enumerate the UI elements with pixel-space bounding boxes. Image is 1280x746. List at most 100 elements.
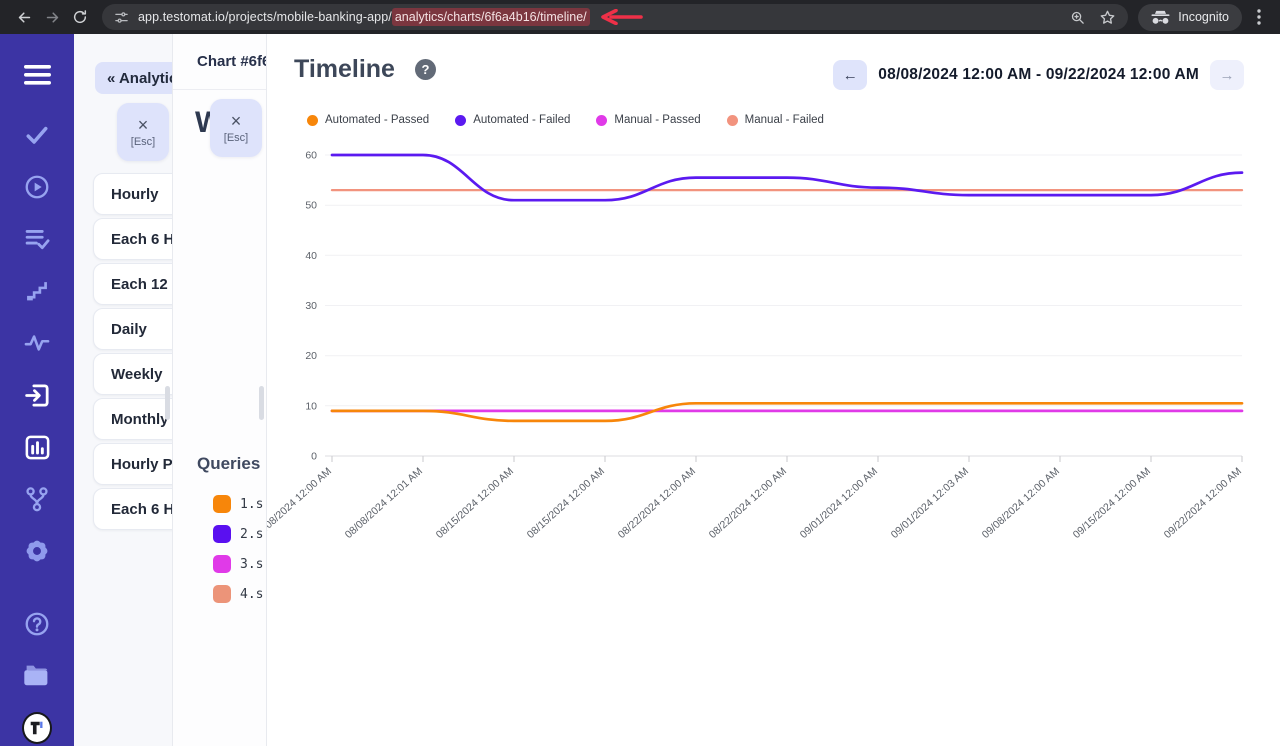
incognito-badge: Incognito xyxy=(1138,3,1242,31)
chart-drawer: Chart #6f6a4b16 W × [Esc] Queries 1.s2.s… xyxy=(173,34,267,746)
url-highlight: analytics/charts/6f6a4b16/timeline/ xyxy=(391,8,590,26)
y-tick-label: 40 xyxy=(305,250,317,262)
annotation-arrow-icon xyxy=(599,9,643,25)
analytics-period-item[interactable]: Weekly xyxy=(93,353,172,395)
legend-dot xyxy=(307,114,318,126)
query-color-swatch xyxy=(213,525,231,543)
y-tick-label: 30 xyxy=(305,300,317,312)
menu-hamburger-icon[interactable] xyxy=(22,60,52,90)
tests-check-icon[interactable] xyxy=(22,120,52,150)
analytics-period-item[interactable]: Each 6 H xyxy=(93,218,172,260)
x-tick-label: 09/01/2024 12:03 AM xyxy=(889,465,971,541)
settings-gear-icon[interactable] xyxy=(22,536,52,566)
next-range-button[interactable]: → xyxy=(1210,60,1244,90)
query-label: 2.s xyxy=(240,526,264,542)
query-label: 3.s xyxy=(240,556,264,572)
x-tick-label: 08/15/2024 12:00 AM xyxy=(434,465,516,541)
bookmark-star-icon[interactable] xyxy=(1099,9,1116,26)
incognito-label: Incognito xyxy=(1178,10,1229,24)
chart-drawer-scrollbar[interactable] xyxy=(259,386,264,420)
test-plans-list-icon[interactable] xyxy=(22,224,52,254)
prev-range-button[interactable]: ← xyxy=(833,60,868,90)
close-icon: × xyxy=(230,110,242,131)
query-item[interactable]: 3.s xyxy=(213,549,266,579)
query-label: 4.s xyxy=(240,586,264,602)
browser-toolbar: app.testomat.io/projects/mobile-banking-… xyxy=(0,0,1280,34)
analytics-period-item[interactable]: Each 6 H xyxy=(93,488,172,530)
help-icon[interactable] xyxy=(22,609,52,639)
legend-dot xyxy=(455,114,467,126)
x-tick-label: 08/22/2024 12:00 AM xyxy=(707,465,789,541)
legend-label: Manual - Failed xyxy=(744,114,824,126)
series-line[interactable] xyxy=(330,153,1244,202)
analytics-drawer-scrollbar[interactable] xyxy=(165,386,170,420)
pull-requests-login-icon[interactable] xyxy=(22,380,52,410)
query-item[interactable]: 1.s xyxy=(213,489,266,519)
analytics-back-button[interactable]: « Analytics xyxy=(95,62,172,94)
y-tick-label: 20 xyxy=(305,350,317,362)
query-color-swatch xyxy=(213,585,231,603)
chart-legend: Automated - Passed Automated - Failed Manu… xyxy=(307,114,824,126)
x-tick-label: 08/22/2024 12:00 AM xyxy=(616,465,698,541)
browser-menu-icon[interactable] xyxy=(1248,4,1270,30)
query-item[interactable]: 2.s xyxy=(213,519,266,549)
url-plain-text: app.testomat.io/projects/mobile-banking-… xyxy=(138,10,392,24)
x-tick-label: 09/15/2024 12:00 AM xyxy=(1071,465,1153,541)
x-tick-label: 08/08/2024 12:01 AM xyxy=(343,465,425,541)
activity-pulse-icon[interactable] xyxy=(22,328,52,358)
analytics-bar-chart-icon[interactable] xyxy=(22,432,52,462)
y-tick-label: 60 xyxy=(305,150,317,162)
esc-hint: [Esc] xyxy=(223,131,249,144)
esc-hint: [Esc] xyxy=(130,135,156,148)
date-range-controls: ← 08/08/2024 12:00 AM - 09/22/2024 12:00… xyxy=(833,60,1244,90)
analytics-close-button[interactable]: × [Esc] xyxy=(117,103,169,161)
testomat-logo[interactable] xyxy=(22,712,52,744)
timeline-chart-svg: 0 10 20 30 40 50 60 08/08/2024 12:00 AM 08/08/20… xyxy=(267,150,1244,542)
legend-item[interactable]: Automated - Failed xyxy=(455,114,570,126)
legend-dot xyxy=(596,114,608,126)
y-tick-label: 50 xyxy=(305,200,317,212)
date-range-text: 08/08/2024 12:00 AM - 09/22/2024 12:00 A… xyxy=(878,66,1199,83)
timeline-panel: Timeline ? ← 08/08/2024 12:00 AM - 09/22… xyxy=(267,34,1280,746)
legend-dot xyxy=(726,114,738,126)
query-label: 1.s xyxy=(240,496,264,512)
legend-label: Manual - Passed xyxy=(614,114,701,126)
steps-icon[interactable] xyxy=(22,276,52,306)
site-info-icon[interactable] xyxy=(114,10,129,25)
x-tick-label: 09/08/2024 12:00 AM xyxy=(980,465,1062,541)
close-icon: × xyxy=(137,114,149,135)
y-tick-label: 10 xyxy=(305,400,317,412)
analytics-period-item[interactable]: Hourly xyxy=(93,173,172,215)
analytics-period-item[interactable]: Each 12 H xyxy=(93,263,172,305)
queries-list: 1.s 2.s 3.s 4.s xyxy=(213,489,266,609)
x-tick-label: 09/22/2024 12:00 AM xyxy=(1162,465,1244,541)
x-tick-label: 09/01/2024 12:00 AM xyxy=(798,465,880,541)
analytics-period-item[interactable]: Daily xyxy=(93,308,172,350)
analytics-period-item[interactable]: Hourly P xyxy=(93,443,172,485)
legend-item[interactable]: Automated - Passed xyxy=(307,114,429,126)
browser-reload-icon[interactable] xyxy=(66,3,94,31)
url-bar[interactable]: app.testomat.io/projects/mobile-banking-… xyxy=(102,4,1129,30)
branches-icon[interactable] xyxy=(22,484,52,514)
query-color-swatch xyxy=(213,495,231,513)
queries-heading: Queries xyxy=(197,454,261,473)
legend-label: Automated - Passed xyxy=(325,114,430,126)
app-sidebar xyxy=(0,34,74,746)
projects-folder-icon[interactable] xyxy=(22,661,52,691)
chart-close-button[interactable]: × [Esc] xyxy=(210,99,262,157)
analytics-period-item[interactable]: Monthly xyxy=(93,398,172,440)
help-badge-icon[interactable]: ? xyxy=(415,59,436,80)
browser-back-icon[interactable] xyxy=(10,3,38,31)
legend-item[interactable]: Manual - Passed xyxy=(596,114,701,126)
browser-forward-icon[interactable] xyxy=(38,3,66,31)
query-item[interactable]: 4.s xyxy=(213,579,266,609)
chart-drawer-header: Chart #6f6a4b16 xyxy=(173,34,266,90)
zoom-page-icon[interactable] xyxy=(1070,10,1085,25)
runs-play-icon[interactable] xyxy=(22,172,52,202)
legend-item[interactable]: Manual - Failed xyxy=(726,114,824,126)
incognito-icon xyxy=(1151,10,1170,25)
series-line[interactable] xyxy=(330,401,1244,423)
